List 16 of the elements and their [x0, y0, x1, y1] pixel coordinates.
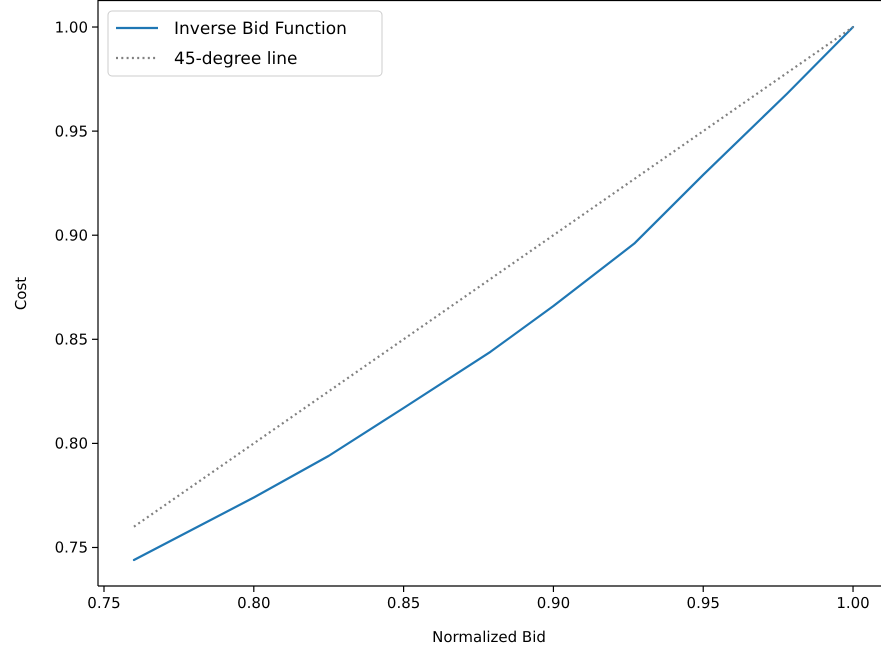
legend-label: 45-degree line [174, 48, 298, 69]
legend-label: Inverse Bid Function [174, 18, 347, 39]
y-tick-label: 1.00 [54, 18, 88, 36]
x-tick-label: 0.75 [87, 594, 121, 612]
y-tick-label: 0.90 [54, 226, 88, 244]
y-axis-title: Cost [12, 276, 30, 310]
x-tick-label: 0.95 [686, 594, 720, 612]
x-tick-label: 0.85 [386, 594, 420, 612]
x-tick-label: 1.00 [836, 594, 870, 612]
x-tick-label: 0.80 [237, 594, 271, 612]
x-tick-label: 0.90 [536, 594, 570, 612]
y-tick-label: 0.95 [54, 122, 88, 140]
y-tick-label: 0.80 [54, 434, 88, 453]
y-tick-label: 0.75 [54, 538, 88, 557]
x-axis-title: Normalized Bid [432, 628, 546, 646]
y-tick-label: 0.85 [54, 330, 88, 349]
